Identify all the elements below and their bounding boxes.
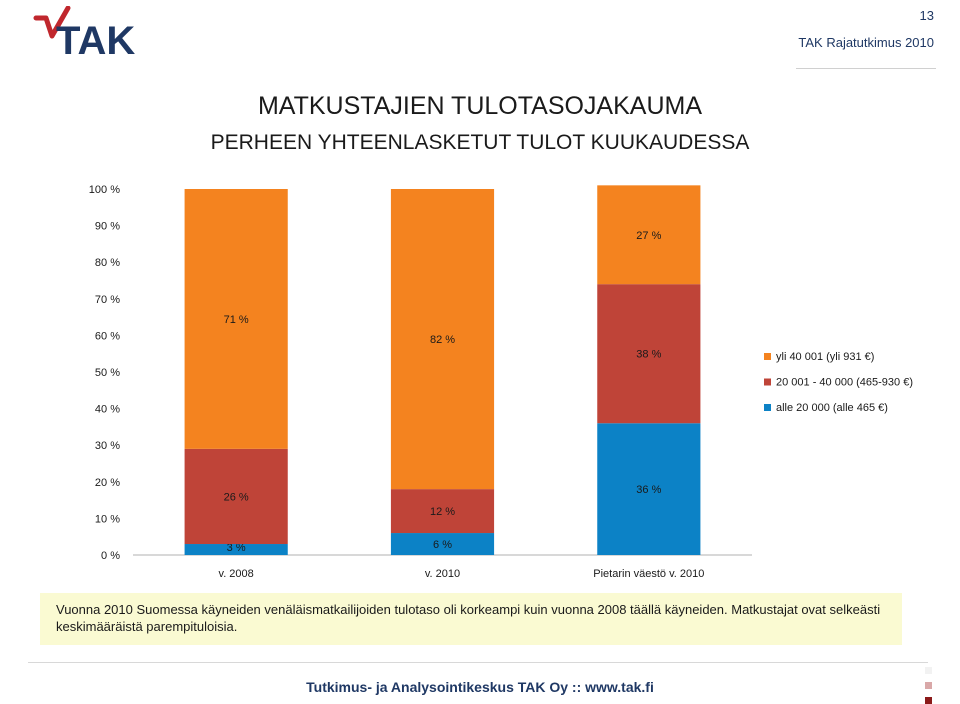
decor-square-2: [925, 682, 932, 689]
bar-segment: [184, 544, 288, 555]
summary-note-text: Vuonna 2010 Suomessa käyneiden venäläism…: [56, 602, 881, 634]
bar-segment: [184, 189, 288, 449]
legend-label: 20 001 - 40 000 (465-930 €): [776, 377, 913, 389]
bar-segment: [597, 423, 701, 555]
y-tick-label: 80 %: [95, 257, 120, 269]
legend-label: alle 20 000 (alle 465 €): [776, 402, 888, 414]
y-tick-label: 70 %: [95, 294, 120, 306]
data-label: 26 %: [224, 491, 249, 503]
decor-square-1: [925, 667, 932, 674]
logo-text: TAK: [56, 19, 135, 62]
data-label: 38 %: [636, 349, 661, 361]
y-tick-label: 100 %: [89, 184, 120, 196]
header-report-title: TAK Rajatutkimus 2010: [798, 35, 934, 50]
bar-segment: [390, 489, 495, 534]
y-tick-label: 10 %: [95, 513, 120, 525]
bar-segment: [184, 448, 288, 545]
chart-subtitle: PERHEEN YHTEENLASKETUT TULOT KUUKAUDESSA: [210, 131, 750, 154]
legend-swatch: [764, 353, 771, 360]
legend-swatch: [764, 378, 771, 386]
tak-logo: TAK: [33, 6, 135, 62]
summary-note: Vuonna 2010 Suomessa käyneiden venäläism…: [40, 593, 902, 645]
bar-segment: [390, 533, 495, 555]
page-number: 13: [919, 8, 934, 23]
x-category-label: v. 2010: [425, 568, 460, 580]
y-tick-label: 0 %: [101, 550, 120, 562]
data-label: 71 %: [224, 314, 249, 326]
legend-label: yli 40 001 (yli 931 €): [776, 351, 874, 363]
y-tick-label: 90 %: [95, 221, 120, 233]
bar-segment: [597, 185, 701, 285]
y-tick-label: 40 %: [95, 404, 120, 416]
y-tick-label: 20 %: [95, 477, 120, 489]
chart-title: MATKUSTAJIEN TULOTASOJAKAUMA: [257, 92, 703, 120]
footer-text: Tutkimus- ja Analysointikeskus TAK Oy ::…: [306, 679, 654, 695]
y-tick-label: 50 %: [95, 367, 120, 379]
header-divider: [796, 68, 936, 69]
data-label: 3 %: [227, 542, 246, 554]
data-label: 12 %: [430, 506, 455, 518]
data-label: 36 %: [636, 484, 661, 496]
y-tick-label: 60 %: [95, 330, 120, 342]
decor-square-3: [925, 697, 932, 704]
bar-segment: [390, 189, 495, 490]
data-label: 6 %: [433, 539, 452, 551]
x-category-label: Pietarin väestö v. 2010: [593, 568, 704, 580]
y-tick-label: 30 %: [95, 440, 120, 452]
legend-swatch: [764, 404, 771, 411]
x-category-label: v. 2008: [219, 568, 254, 580]
footer-divider: [28, 662, 928, 663]
data-label: 27 %: [636, 230, 661, 242]
bar-segment: [597, 284, 701, 424]
data-label: 82 %: [430, 334, 455, 346]
